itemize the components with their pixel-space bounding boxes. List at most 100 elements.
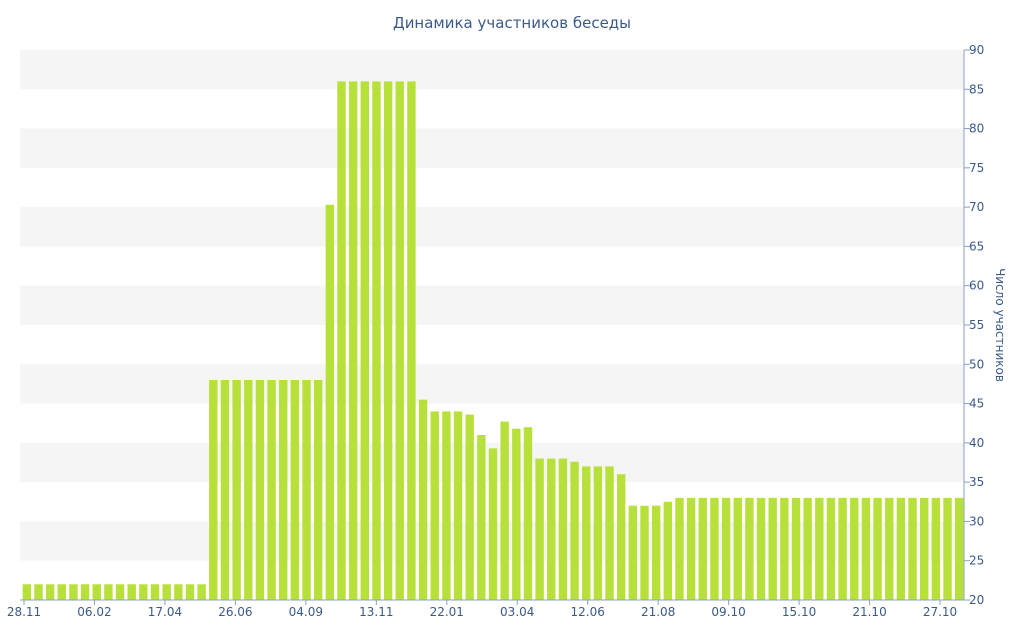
bar <box>663 501 673 600</box>
y-tick-label: 65 <box>969 239 984 253</box>
bar <box>605 466 614 600</box>
bar <box>139 584 148 600</box>
bar <box>826 497 836 600</box>
bar <box>873 497 882 600</box>
y-tick-label: 25 <box>969 554 984 568</box>
bar <box>582 466 591 600</box>
x-tick-label: 21.08 <box>641 605 675 619</box>
x-tick-label: 21.10 <box>852 605 886 619</box>
y-tick-label: 90 <box>969 43 984 57</box>
bar <box>733 497 742 600</box>
bar-series <box>22 81 964 601</box>
grid-band <box>20 285 964 325</box>
y-tick-label: 50 <box>969 357 984 371</box>
bar <box>244 380 253 600</box>
bar <box>174 584 183 600</box>
bar <box>34 584 43 600</box>
bar <box>500 421 509 600</box>
bar <box>302 380 311 600</box>
bar <box>640 505 649 600</box>
bar <box>337 81 346 600</box>
bar <box>465 414 474 600</box>
bar <box>383 81 393 600</box>
chart-title: Динамика участников беседы <box>393 14 631 32</box>
x-axis: 28.11 06.02 17.04 26.06 04.09 13.11 22.01 03.04… <box>7 599 964 619</box>
bar <box>209 380 218 600</box>
bar <box>127 584 136 600</box>
bar <box>896 497 906 600</box>
y-tick-label: 75 <box>969 161 984 175</box>
x-tick-label: 15.10 <box>782 605 816 619</box>
bar <box>756 497 766 600</box>
y-tick-label: 40 <box>969 436 984 450</box>
bar <box>815 497 824 600</box>
x-tick-label: 13.11 <box>359 605 393 619</box>
bar <box>931 497 941 600</box>
bar <box>162 584 171 600</box>
bar <box>512 428 521 600</box>
bar <box>430 411 439 600</box>
bar <box>45 584 55 600</box>
y-axis-label: Число участников <box>993 268 1007 382</box>
bar <box>69 584 78 600</box>
bar <box>686 497 696 600</box>
bar <box>908 497 917 600</box>
bar <box>675 497 684 600</box>
bar <box>861 497 871 600</box>
bar <box>628 505 638 600</box>
bar <box>768 497 777 600</box>
bar <box>290 380 300 600</box>
bar <box>80 584 90 600</box>
y-tick-label: 70 <box>969 200 984 214</box>
bar <box>710 497 719 600</box>
grid-band <box>20 207 964 247</box>
x-tick-label: 17.04 <box>148 605 182 619</box>
y-axis: 20 25 30 35 40 45 50 55 60 65 70 75 80 85 90 <box>963 43 984 607</box>
bar <box>651 505 661 600</box>
y-tick-label: 85 <box>969 82 984 96</box>
bar <box>325 204 335 601</box>
bar <box>780 497 789 600</box>
bar <box>279 380 288 600</box>
bar <box>535 458 544 600</box>
bar <box>593 466 603 600</box>
bar <box>943 497 952 600</box>
x-tick-label: 22.01 <box>430 605 464 619</box>
bar <box>488 448 498 600</box>
y-tick-label: 60 <box>969 279 984 293</box>
bar <box>57 584 66 600</box>
bar <box>850 497 859 600</box>
bar <box>721 497 731 600</box>
x-tick-label: 06.02 <box>77 605 111 619</box>
bar <box>920 497 929 600</box>
bar <box>803 497 812 600</box>
bar <box>255 380 265 600</box>
bar <box>92 584 101 600</box>
bar <box>150 584 160 600</box>
bar <box>523 427 533 600</box>
y-tick-label: 20 <box>969 593 984 607</box>
y-tick-label: 55 <box>969 318 984 332</box>
bar <box>558 458 568 600</box>
bar <box>745 497 754 600</box>
bar <box>372 81 381 600</box>
bar <box>313 380 323 600</box>
bar <box>407 81 416 600</box>
bar <box>954 497 964 600</box>
y-tick-label: 35 <box>969 475 984 489</box>
bar <box>360 81 369 600</box>
x-tick-label: 28.11 <box>7 605 41 619</box>
bar <box>220 380 230 600</box>
bar <box>115 584 125 600</box>
bar <box>442 411 451 600</box>
bar <box>791 497 801 600</box>
bar <box>453 411 463 600</box>
bar <box>197 584 206 600</box>
y-tick-label: 45 <box>969 397 984 411</box>
y-tick-label: 30 <box>969 514 984 528</box>
bar <box>477 435 486 600</box>
x-tick-label: 27.10 <box>923 605 957 619</box>
bar <box>395 81 404 600</box>
x-tick-label: 12.06 <box>571 605 605 619</box>
